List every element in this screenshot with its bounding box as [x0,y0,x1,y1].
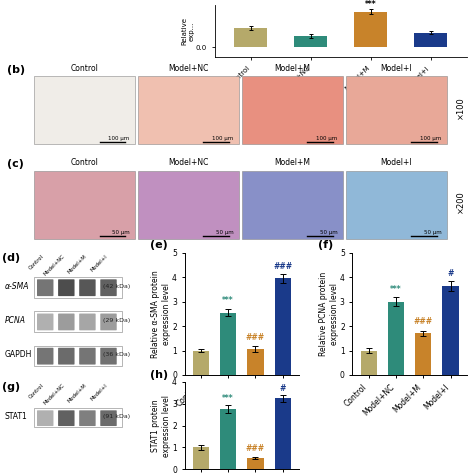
Text: 100 μm: 100 μm [420,136,442,141]
Text: Model+I: Model+I [381,64,412,73]
Text: (g): (g) [2,382,20,392]
Bar [193,350,209,375]
Text: (91 kDa): (91 kDa) [103,414,130,419]
Text: Model+M: Model+M [66,254,87,275]
Text: Model+NC: Model+NC [168,158,209,167]
FancyBboxPatch shape [79,348,96,365]
FancyBboxPatch shape [242,76,343,145]
Text: Control: Control [28,254,45,271]
Text: 50 μm: 50 μm [320,230,337,235]
Text: ***: *** [222,296,234,305]
Bar [274,278,291,375]
FancyBboxPatch shape [37,313,54,330]
FancyBboxPatch shape [100,348,117,365]
Text: Model+NC: Model+NC [43,254,66,277]
Bar [234,28,267,47]
FancyBboxPatch shape [34,171,135,239]
Text: 100 μm: 100 μm [316,136,337,141]
Text: ###: ### [273,262,292,271]
FancyBboxPatch shape [242,171,343,239]
Bar [220,409,237,469]
Text: (42 kDa): (42 kDa) [103,284,130,289]
Text: Model+NC: Model+NC [43,383,66,406]
Text: ###: ### [246,444,265,453]
Text: ***: *** [222,394,234,403]
Text: Model+NC: Model+NC [168,64,209,73]
Text: #: # [280,384,286,393]
FancyBboxPatch shape [346,76,447,145]
Text: (d): (d) [2,253,20,263]
Text: (h): (h) [150,371,168,381]
Text: 100 μm: 100 μm [212,136,234,141]
Text: #: # [447,269,454,278]
Bar [294,36,328,47]
Text: GAPDH: GAPDH [5,350,32,359]
Text: ###: ### [246,333,265,342]
FancyBboxPatch shape [79,313,96,330]
Bar [388,301,404,375]
FancyBboxPatch shape [58,410,74,426]
Text: (f): (f) [318,240,333,250]
FancyBboxPatch shape [138,171,238,239]
Y-axis label: Relative
exp...: Relative exp... [182,17,194,45]
FancyBboxPatch shape [37,279,54,296]
Text: ###: ### [414,317,433,326]
Bar [193,447,209,469]
FancyBboxPatch shape [100,410,117,426]
FancyBboxPatch shape [37,410,54,426]
Text: ***: *** [390,285,402,294]
Text: (e): (e) [150,240,168,250]
Bar [220,313,237,375]
Y-axis label: Relative PCNA protein
expression level: Relative PCNA protein expression level [319,272,338,356]
Bar [274,398,291,469]
Text: 50 μm: 50 μm [112,230,129,235]
FancyBboxPatch shape [346,171,447,239]
FancyBboxPatch shape [34,76,135,145]
Bar [414,33,447,47]
Text: Model+I: Model+I [381,158,412,167]
Text: Model+I: Model+I [90,254,109,273]
FancyBboxPatch shape [79,279,96,296]
Y-axis label: Relative α-SMA protein
expression level: Relative α-SMA protein expression level [151,270,171,358]
Text: Model+I: Model+I [90,383,109,402]
Bar [361,350,377,375]
FancyBboxPatch shape [100,279,117,296]
Text: (29 kDa): (29 kDa) [103,318,130,323]
Text: (c): (c) [7,159,24,169]
FancyBboxPatch shape [138,76,238,145]
FancyBboxPatch shape [79,410,96,426]
Bar [415,333,431,375]
Text: Control: Control [71,64,99,73]
Text: ***: *** [365,0,377,9]
Text: STAT1: STAT1 [5,412,27,421]
Text: ×100: ×100 [456,96,465,119]
FancyBboxPatch shape [58,313,74,330]
Bar [355,11,387,47]
Y-axis label: STAT1 protein
expression level: STAT1 protein expression level [151,394,171,456]
Bar [442,286,459,375]
Text: ×200: ×200 [456,191,465,213]
Text: Model+M: Model+M [66,383,87,404]
Text: 50 μm: 50 μm [216,230,234,235]
FancyBboxPatch shape [58,279,74,296]
Text: 50 μm: 50 μm [424,230,442,235]
Text: Model+M: Model+M [274,158,310,167]
Bar [247,458,264,469]
FancyBboxPatch shape [37,348,54,365]
Text: Model+M: Model+M [274,64,310,73]
Text: (36 kDa): (36 kDa) [103,352,130,357]
FancyBboxPatch shape [58,348,74,365]
Text: 100 μm: 100 μm [109,136,129,141]
Text: Control: Control [28,383,45,400]
Bar [247,349,264,375]
Text: α-SMA: α-SMA [5,282,29,291]
FancyBboxPatch shape [100,313,117,330]
Text: PCNA: PCNA [5,316,26,325]
Text: (b): (b) [7,65,25,75]
Text: Control: Control [71,158,99,167]
